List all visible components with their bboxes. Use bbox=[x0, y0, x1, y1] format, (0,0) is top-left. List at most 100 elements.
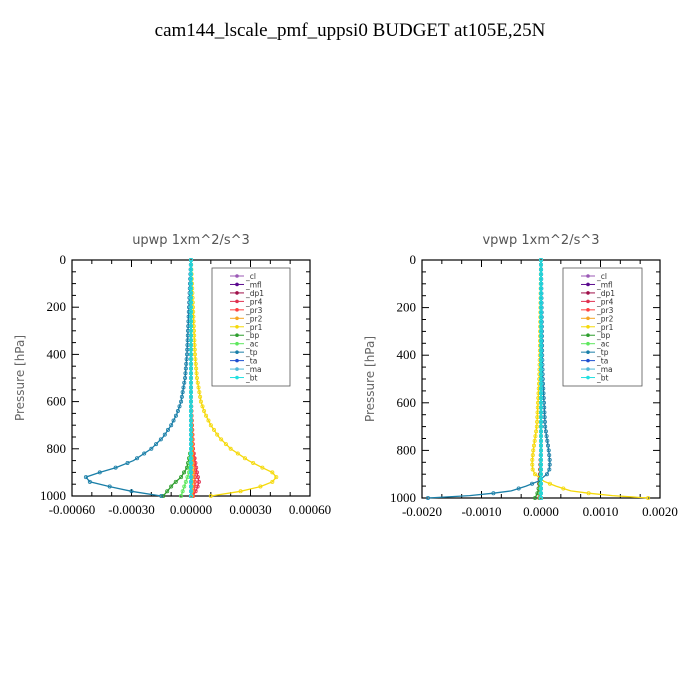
series-marker-bt bbox=[188, 286, 193, 291]
series-marker-bt bbox=[188, 305, 193, 310]
series-marker-bt bbox=[188, 267, 193, 272]
series-marker-ac bbox=[182, 484, 187, 489]
series-marker-pr1 bbox=[238, 489, 243, 494]
series-marker-pr1 bbox=[208, 493, 213, 498]
series-marker-bt bbox=[188, 347, 193, 352]
series-marker-pr1 bbox=[192, 352, 197, 357]
legend-entry: _dp1 bbox=[245, 289, 264, 298]
series-marker-bt bbox=[539, 396, 544, 401]
series-marker-tp bbox=[173, 413, 178, 418]
series-marker-bt bbox=[539, 343, 544, 348]
series-marker-tp bbox=[175, 409, 180, 414]
legend-marker bbox=[235, 341, 239, 346]
series-marker-bt bbox=[539, 315, 544, 320]
series-marker-bt bbox=[539, 424, 544, 429]
series-marker-bt bbox=[539, 491, 544, 496]
series-marker-tp bbox=[186, 324, 191, 329]
series-marker-tp bbox=[185, 352, 190, 357]
series-marker-pr1 bbox=[212, 427, 217, 432]
series-marker-bt bbox=[539, 419, 544, 424]
series-marker-bp bbox=[173, 479, 178, 484]
legend-marker bbox=[235, 367, 239, 371]
series-marker-bt bbox=[539, 486, 544, 491]
legend-entry: _ma bbox=[596, 365, 613, 374]
series-marker-bt bbox=[188, 409, 193, 414]
series-marker-pr1 bbox=[535, 419, 540, 424]
legend-marker bbox=[235, 274, 239, 278]
series-marker-pr1 bbox=[536, 391, 541, 396]
series-marker-bt bbox=[539, 329, 544, 334]
legend-marker bbox=[586, 367, 590, 371]
series-marker-tp bbox=[546, 443, 551, 448]
series-marker-tp bbox=[179, 399, 184, 404]
series-marker-tp bbox=[543, 424, 548, 429]
legend-marker bbox=[586, 316, 590, 321]
series-marker-bp bbox=[169, 484, 174, 489]
series-marker-bt bbox=[188, 319, 193, 324]
legend-entry: _bp bbox=[596, 331, 611, 340]
legend-entry: _bt bbox=[245, 374, 258, 383]
series-marker-bt bbox=[188, 460, 193, 465]
series-marker-pr1 bbox=[258, 484, 263, 489]
series-marker-bt bbox=[188, 342, 193, 347]
series-marker-tp bbox=[135, 456, 140, 461]
legend-marker bbox=[235, 316, 239, 321]
legend-marker bbox=[235, 299, 239, 304]
legend-entry: _cl bbox=[245, 272, 256, 281]
series-marker-bt bbox=[188, 276, 193, 281]
series-marker-bt bbox=[539, 357, 544, 362]
series-marker-pr1 bbox=[194, 371, 199, 376]
series-marker-pr1 bbox=[200, 404, 205, 409]
series-marker-bt bbox=[188, 257, 193, 262]
series-marker-pr1 bbox=[235, 451, 240, 456]
series-marker-tp bbox=[97, 470, 102, 475]
series-marker-bt bbox=[188, 432, 193, 437]
series-marker-pr1 bbox=[531, 443, 536, 448]
x-tick-label: -0.00060 bbox=[49, 502, 96, 517]
series-marker-tp bbox=[547, 462, 552, 467]
series-marker-pr1 bbox=[586, 491, 591, 496]
series-marker-ac bbox=[183, 479, 188, 484]
chart-panel-2: vpwp 1xm^2/s^3 Pressure [hPa] 0 200 400 600 80… bbox=[363, 233, 678, 519]
series-marker-bt bbox=[539, 405, 544, 410]
series-marker-pr1 bbox=[646, 495, 651, 500]
series-marker-tp bbox=[158, 437, 163, 442]
series-marker-tp bbox=[542, 419, 547, 424]
series-marker-tp bbox=[169, 423, 174, 428]
series-marker-bt bbox=[539, 277, 544, 282]
series-marker-pr1 bbox=[260, 465, 265, 470]
series-marker-tp bbox=[541, 396, 546, 401]
series-marker-bt bbox=[539, 286, 544, 291]
series-marker-pr1 bbox=[534, 429, 539, 434]
series-marker-pr1 bbox=[215, 432, 220, 437]
series-marker-pr1 bbox=[533, 472, 538, 477]
series-marker-bt bbox=[539, 443, 544, 448]
series-marker-bt bbox=[539, 429, 544, 434]
legend-marker bbox=[586, 274, 590, 278]
series-marker-bt bbox=[188, 366, 193, 371]
series-marker-bt bbox=[539, 291, 544, 296]
series-marker-tp bbox=[185, 347, 190, 352]
legend-marker bbox=[235, 333, 239, 338]
series-marker-bt bbox=[188, 361, 193, 366]
series-marker-pr1 bbox=[206, 418, 211, 423]
series-marker-pr1 bbox=[274, 475, 279, 480]
legend-entry: _bt bbox=[596, 374, 609, 383]
figure-title: cam144_lscale_pmf_uppsi0 BUDGET at105E,2… bbox=[154, 20, 546, 41]
series-marker-tp bbox=[107, 484, 112, 489]
series-marker-bt bbox=[539, 300, 544, 305]
series-marker-tp bbox=[113, 465, 118, 470]
series-marker-tp bbox=[165, 427, 170, 432]
series-marker-bt bbox=[539, 348, 544, 353]
panel-title: upwp 1xm^2/s^3 bbox=[132, 233, 250, 248]
series-marker-pr1 bbox=[194, 375, 199, 380]
series-marker-pr1 bbox=[202, 409, 207, 414]
x-tick-label: 0.0000 bbox=[523, 504, 559, 519]
y-tick-label: 0 bbox=[410, 252, 417, 267]
series-marker-bp bbox=[533, 495, 538, 500]
series-marker-tp bbox=[541, 386, 546, 391]
series-marker-tp bbox=[181, 385, 186, 390]
series-marker-pr1 bbox=[534, 424, 539, 429]
series-marker-bt bbox=[539, 472, 544, 477]
legend-marker bbox=[586, 291, 590, 295]
